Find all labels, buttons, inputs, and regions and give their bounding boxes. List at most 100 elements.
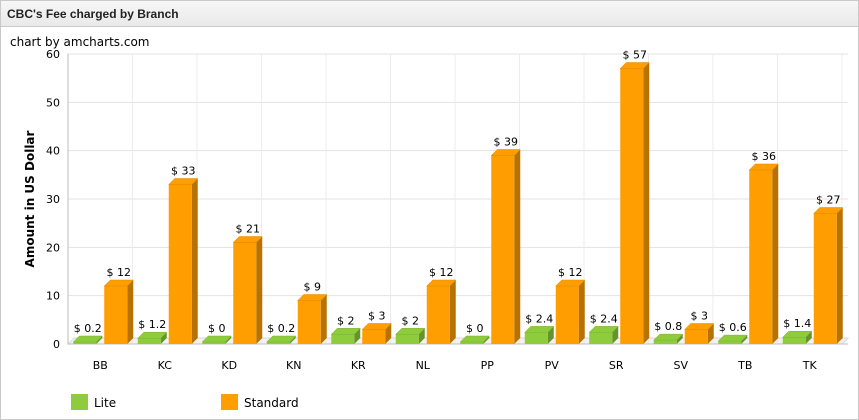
value-label: $ 1.4 (783, 317, 811, 330)
bar-side-standard-kc (191, 178, 198, 344)
bar-side-standard-nl (449, 280, 456, 344)
x-tick-label-pv: PV (545, 359, 560, 372)
bar-top-lite-nl (395, 328, 426, 335)
legend-label-lite[interactable]: Lite (94, 396, 116, 410)
x-tick-label-tk: TK (802, 359, 818, 372)
value-label: $ 1.2 (138, 318, 166, 331)
bar-standard-kn[interactable] (297, 300, 321, 345)
bar-side-lite-pp (483, 336, 490, 344)
bar-top-lite-kr (330, 328, 361, 335)
bar-standard-kr[interactable] (362, 329, 386, 345)
bar-side-lite-kn (289, 336, 296, 344)
bar-side-lite-sv (676, 334, 683, 344)
bar-lite-tk[interactable] (782, 337, 806, 344)
bar-top-lite-pv (524, 326, 555, 333)
bar-side-lite-sr (612, 326, 619, 344)
value-label: $ 3 (691, 310, 709, 323)
bar-top-standard-kr (361, 323, 392, 330)
bar-top-standard-kc (168, 178, 199, 185)
bar-standard-pp[interactable] (491, 155, 515, 345)
legend-swatch-standard[interactable] (221, 394, 238, 410)
bar-lite-sv[interactable] (653, 340, 677, 344)
y-tick-label: 60 (46, 48, 60, 61)
bar-standard-bb[interactable] (104, 286, 128, 344)
bar-top-lite-bb (72, 335, 103, 343)
bar-side-lite-kr (354, 328, 361, 344)
chart-credit[interactable]: chart by amcharts.com (10, 35, 149, 49)
bar-top-standard-pp (490, 149, 521, 156)
bar-standard-kd[interactable] (233, 242, 257, 345)
bar-top-standard-tk (813, 207, 844, 214)
bar-top-lite-kc (137, 331, 168, 339)
x-tick-label-nl: NL (416, 359, 431, 372)
value-label: $ 33 (171, 165, 196, 178)
bar-side-lite-tb (741, 335, 748, 344)
bar-top-lite-sv (653, 333, 684, 341)
bar-lite-kr[interactable] (331, 334, 355, 344)
bar-lite-kc[interactable] (137, 338, 161, 344)
bar-standard-pv[interactable] (555, 286, 579, 344)
bar-side-standard-kd (256, 236, 263, 344)
value-label: $ 0.2 (74, 322, 102, 335)
x-tick-label-sr: SR (609, 359, 624, 372)
x-tick-label-kr: KR (351, 359, 366, 372)
panel-title: CBC's Fee charged by Branch (7, 7, 179, 21)
value-label: $ 12 (429, 266, 454, 279)
value-label: $ 0 (466, 322, 484, 335)
value-label: $ 2 (337, 314, 355, 327)
bar-lite-kn[interactable] (266, 342, 290, 344)
bar-top-standard-kn (297, 294, 328, 301)
bar-standard-nl[interactable] (426, 286, 450, 344)
value-label: $ 2.4 (525, 312, 553, 325)
y-tick-label: 30 (46, 193, 60, 206)
bar-side-standard-pp (514, 149, 521, 344)
bar-standard-sr[interactable] (620, 68, 644, 345)
value-label: $ 9 (304, 281, 322, 294)
bar-lite-sr[interactable] (589, 332, 613, 344)
bar-standard-sv[interactable] (684, 329, 708, 345)
bar-side-lite-nl (418, 328, 425, 344)
bar-top-standard-pv (555, 279, 586, 287)
bar-lite-pv[interactable] (524, 332, 548, 344)
value-label: $ 2 (402, 314, 420, 327)
bar-top-lite-sr (588, 326, 619, 333)
bar-top-lite-tb (717, 334, 748, 342)
x-tick-label-tb: TB (737, 359, 752, 372)
bar-top-standard-nl (426, 279, 457, 287)
value-label: $ 36 (752, 150, 777, 163)
bar-side-lite-bb (96, 336, 103, 344)
value-label: $ 57 (623, 49, 648, 62)
bar-standard-tk[interactable] (813, 213, 837, 345)
bar-side-standard-sr (643, 62, 650, 344)
bar-lite-bb[interactable] (73, 342, 97, 344)
bar-lite-kd[interactable] (202, 342, 226, 344)
bar-side-lite-pv (547, 326, 554, 344)
bar-side-lite-tk (805, 331, 812, 344)
bar-top-standard-bb (103, 279, 134, 287)
bar-lite-nl[interactable] (395, 334, 419, 344)
bar-top-lite-kn (266, 335, 297, 343)
y-tick-label: 0 (53, 338, 60, 351)
x-tick-label-kc: KC (158, 359, 173, 372)
legend-label-standard[interactable]: Standard (244, 396, 299, 410)
bar-top-standard-sr (619, 62, 650, 69)
bar-standard-tb[interactable] (749, 170, 773, 344)
legend-swatch-lite[interactable] (71, 394, 88, 410)
bar-standard-kc[interactable] (168, 184, 192, 345)
x-tick-label-kd: KD (221, 359, 237, 372)
bar-lite-tb[interactable] (718, 341, 742, 344)
value-label: $ 39 (494, 136, 519, 149)
bar-top-lite-tk (782, 330, 813, 338)
value-label: $ 21 (236, 223, 261, 236)
bar-top-lite-pp (459, 335, 490, 343)
y-axis-title: Amount in US Dollar (23, 130, 37, 267)
bar-side-standard-sv (707, 323, 714, 344)
value-label: $ 12 (107, 266, 132, 279)
bar-top-lite-kd (201, 335, 232, 343)
y-tick-label: 40 (46, 145, 60, 158)
bar-side-lite-kd (225, 336, 232, 344)
bar-chart: chart by amcharts.com 0 10 20 30 40 50 60 Amount… (10, 35, 850, 410)
bar-side-standard-kr (385, 323, 392, 344)
bar-lite-pp[interactable] (460, 342, 484, 344)
